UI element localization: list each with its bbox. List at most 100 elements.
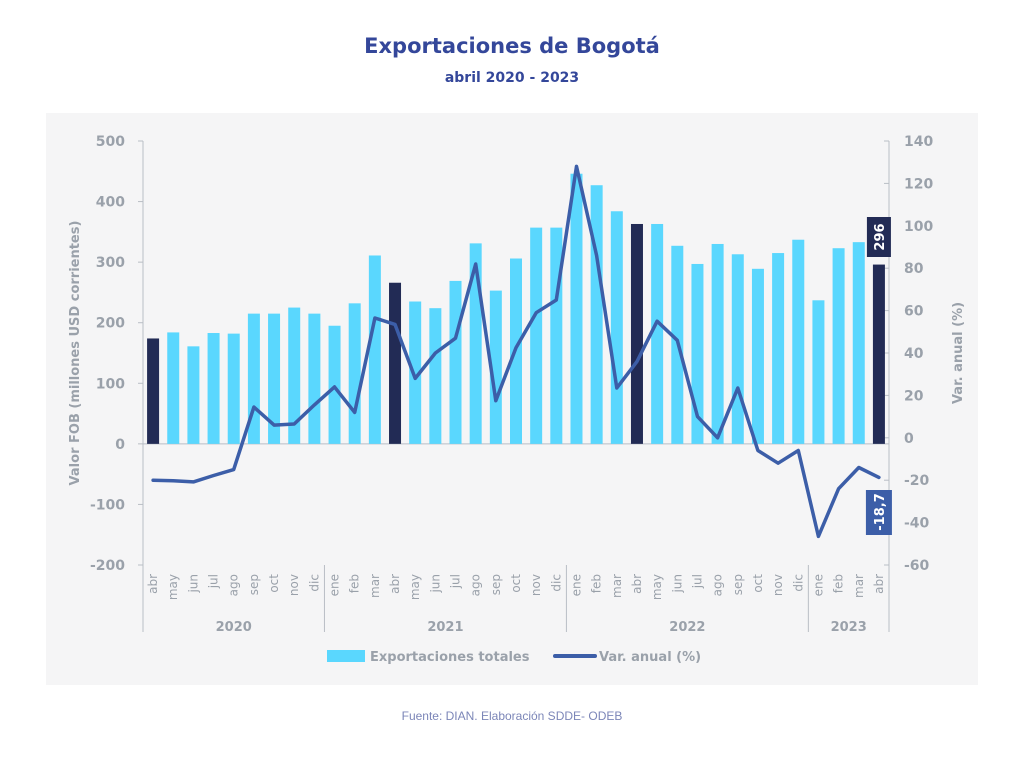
x-tick-label: mar — [610, 574, 624, 598]
bar — [268, 313, 281, 444]
bar — [187, 346, 200, 444]
bar — [409, 301, 422, 444]
x-tick-label: dic — [549, 574, 563, 592]
bar — [731, 254, 744, 444]
bar — [288, 307, 301, 444]
left-tick-label: 300 — [96, 255, 125, 271]
x-tick-label: jul — [449, 574, 463, 589]
x-tick-label: ene — [328, 574, 342, 596]
x-tick-label: sep — [731, 574, 745, 595]
bar-value-label: 296 — [873, 223, 888, 250]
x-tick-label: mar — [852, 574, 866, 598]
x-tick-label: jul — [690, 574, 704, 589]
x-tick-label: feb — [832, 574, 846, 593]
legend-label-exportaciones: Exportaciones totales — [370, 650, 530, 665]
left-tick-label: 200 — [96, 316, 125, 332]
x-tick-label: may — [650, 574, 664, 600]
x-labels-group: abr may jun jul ago sep oct nov dic ene feb mar abr m… — [146, 565, 886, 635]
year-label: 2020 — [216, 620, 252, 635]
bar — [429, 308, 442, 444]
bar — [590, 185, 603, 444]
bar — [570, 173, 583, 444]
x-tick-label: nov — [287, 574, 301, 596]
bar — [610, 211, 623, 444]
legend-swatch-bar — [327, 650, 365, 662]
year-label: 2021 — [427, 620, 463, 635]
x-tick-label: oct — [751, 574, 765, 593]
bar — [711, 243, 724, 444]
bar — [792, 239, 805, 444]
x-tick-label: may — [166, 574, 180, 600]
x-tick-label: oct — [509, 574, 523, 593]
line-value-badge — [865, 490, 892, 535]
x-tick-label: ago — [227, 574, 241, 596]
x-tick-label: may — [408, 574, 422, 600]
line-group — [151, 164, 881, 539]
x-tick-label: abr — [630, 574, 644, 594]
bar-value-badge — [866, 217, 891, 257]
right-tick-label: 100 — [904, 219, 933, 235]
right-tick-label: 0 — [904, 431, 914, 447]
left-tick-label: -100 — [90, 497, 125, 513]
bar — [772, 253, 785, 444]
source-note: Fuente: DIAN. Elaboración SDDE- ODEB — [401, 709, 623, 723]
year-label: 2023 — [831, 620, 867, 635]
right-tick-label: -60 — [904, 558, 930, 574]
var-anual-line — [151, 164, 881, 539]
right-tick-label: 80 — [904, 261, 924, 277]
x-tick-label: oct — [267, 574, 281, 593]
bar — [207, 333, 220, 444]
left-tick-label: -200 — [90, 558, 125, 574]
x-tick-label: mar — [368, 574, 382, 598]
bar-highlight — [630, 223, 643, 444]
bar — [348, 303, 361, 444]
left-axis-title: Valor FOB (millones USD corrientes) — [68, 221, 83, 486]
right-axis-title: Var. anual (%) — [951, 302, 966, 404]
bar — [227, 333, 240, 444]
right-tick-label: 20 — [904, 388, 924, 404]
x-tick-label: ene — [811, 574, 825, 596]
x-tick-label: abr — [872, 574, 886, 594]
x-tick-label: sep — [247, 574, 261, 595]
right-tick-label: -20 — [904, 473, 930, 489]
bar — [812, 300, 825, 444]
x-tick-label: ene — [569, 574, 583, 596]
left-tick-label: 500 — [96, 134, 125, 150]
right-tick-label: 120 — [904, 176, 933, 192]
bar — [328, 325, 341, 444]
bar — [530, 227, 543, 444]
x-tick-label: abr — [388, 574, 402, 594]
x-tick-label: abr — [146, 574, 160, 594]
x-tick-label: dic — [791, 574, 805, 592]
bar — [167, 332, 180, 444]
x-tick-label: nov — [771, 574, 785, 596]
legend-group: Exportaciones totales Var. anual (%) — [327, 650, 701, 665]
x-tick-label: jun — [428, 574, 442, 594]
bar — [832, 248, 845, 444]
x-tick-label: jul — [207, 574, 221, 589]
bar — [852, 242, 865, 444]
right-tick-label: 60 — [904, 304, 924, 320]
chart-title: Exportaciones de Bogotá — [364, 34, 660, 58]
x-tick-label: jun — [186, 574, 200, 594]
x-tick-label: dic — [307, 574, 321, 592]
right-tick-label: 140 — [904, 134, 933, 150]
x-tick-label: nov — [529, 574, 543, 596]
bars-group — [147, 173, 885, 444]
x-tick-label: ago — [469, 574, 483, 596]
bar — [550, 227, 563, 444]
legend-label-var-anual: Var. anual (%) — [599, 650, 701, 665]
x-tick-label: sep — [489, 574, 503, 595]
bar — [368, 255, 381, 444]
bar — [751, 268, 764, 444]
x-tick-label: ago — [711, 574, 725, 596]
x-tick-label: jun — [670, 574, 684, 594]
x-tick-label: feb — [590, 574, 604, 593]
left-tick-label: 100 — [96, 376, 125, 392]
bar — [651, 223, 664, 444]
left-tick-label: 0 — [115, 437, 125, 453]
year-label: 2022 — [669, 620, 705, 635]
right-tick-label: 40 — [904, 346, 924, 362]
right-tick-label: -40 — [904, 516, 930, 532]
